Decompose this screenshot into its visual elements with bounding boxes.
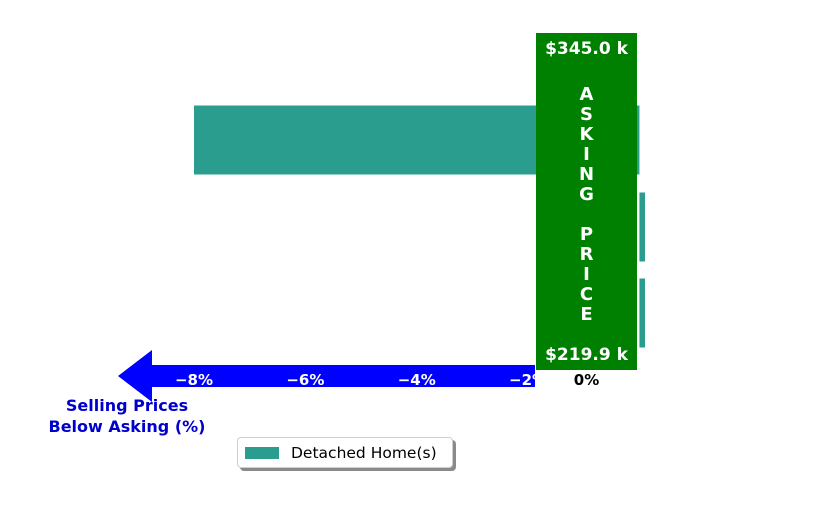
asking-price-letter: I xyxy=(583,264,590,285)
asking-price-letter: N xyxy=(579,164,594,185)
x-axis-label-line: Below Asking (%) xyxy=(49,417,206,436)
x-tick-label: −6% xyxy=(286,371,324,389)
asking-price-letter: E xyxy=(580,304,592,325)
asking-price-letter: A xyxy=(580,84,594,105)
x-tick-label: −8% xyxy=(175,371,213,389)
legend: Detached Home(s) xyxy=(237,437,453,468)
axis-arrow xyxy=(118,350,535,402)
asking-price-letter: P xyxy=(580,224,593,245)
bar-1 xyxy=(639,192,645,262)
x-axis-label: Selling Prices Below Asking (%) xyxy=(49,396,206,436)
bar-2 xyxy=(639,278,645,348)
asking-price-letter: I xyxy=(583,144,590,165)
asking-price-letter: K xyxy=(580,124,595,145)
x-tick-label: −4% xyxy=(398,371,436,389)
x-tick-label: −2% xyxy=(509,371,547,389)
asking-price-bottom-label: $219.9 k xyxy=(545,345,629,365)
asking-price-letter: R xyxy=(580,244,594,265)
asking-price-letter: S xyxy=(580,104,593,125)
x-tick-label: 0% xyxy=(574,371,599,389)
asking-price-top-label: $345.0 k xyxy=(545,39,629,59)
legend-label: Detached Home(s) xyxy=(291,443,437,462)
arrow-shape xyxy=(118,350,535,402)
legend-swatch xyxy=(245,446,279,459)
asking-price-letter: C xyxy=(580,284,593,305)
asking-price-letter: G xyxy=(579,184,594,205)
asking-price-rect xyxy=(536,33,637,370)
x-ticks: −8% −6% −4% −2% 0% xyxy=(175,371,599,389)
x-axis-label-line: Selling Prices xyxy=(66,396,188,415)
